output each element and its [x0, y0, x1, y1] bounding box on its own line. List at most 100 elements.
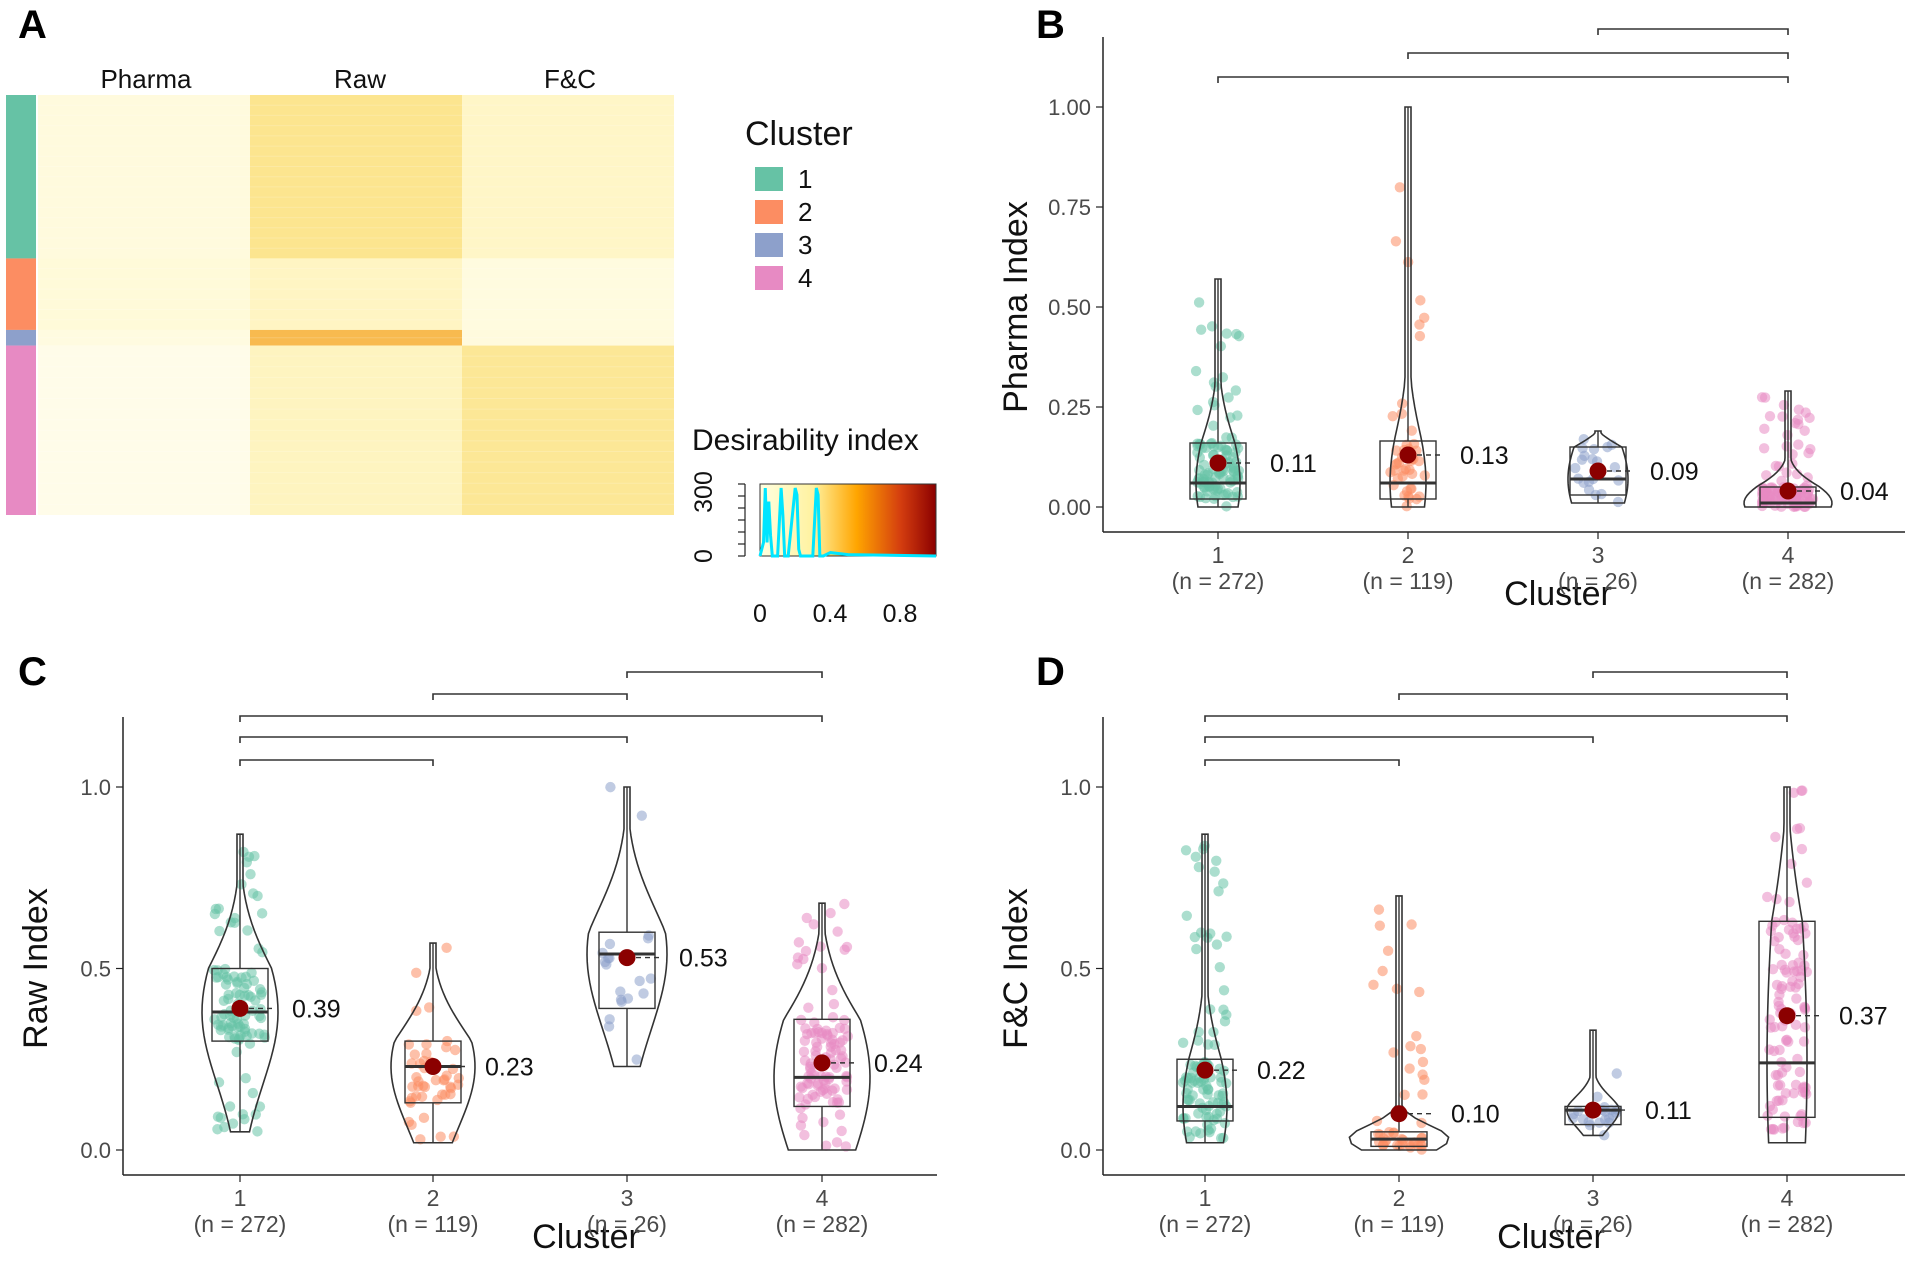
mean-label-c3: 0.53: [679, 945, 728, 973]
data-point-c4: [1784, 896, 1795, 908]
data-point-c3: [1596, 488, 1607, 500]
data-point-c4: [1793, 439, 1804, 450]
data-point-c2: [411, 1005, 422, 1017]
data-point-c4: [1801, 877, 1813, 888]
data-point-c2: [1417, 1089, 1428, 1100]
data-point-c1: [1177, 1037, 1189, 1048]
mean-point-c2: [424, 1058, 442, 1076]
data-point-c3: [631, 1054, 642, 1065]
mean-label-c3: 0.09: [1650, 458, 1699, 486]
y-tick-label: 0.25: [1048, 395, 1091, 420]
data-point-c1: [1230, 385, 1242, 396]
box-c1: [1189, 442, 1247, 500]
significance-bracket-1-3: [1204, 736, 1594, 743]
data-point-c2: [1374, 920, 1386, 931]
data-point-c1: [1195, 1128, 1206, 1139]
heatmap: [38, 95, 674, 515]
data-point-c1: [1216, 1076, 1227, 1088]
data-point-c4: [798, 953, 809, 965]
data-point-c2: [416, 1091, 428, 1102]
mean-point-c4: [813, 1054, 831, 1072]
y-tick-label: 0.0: [80, 1138, 111, 1163]
n-label-4: (n = 282): [1742, 568, 1835, 594]
significance-bracket-1-2: [239, 759, 434, 766]
data-point-c2: [1415, 295, 1426, 306]
x-axis-title: Cluster: [1504, 575, 1612, 613]
color-key-density-line: [758, 487, 937, 558]
data-point-c1: [1195, 324, 1207, 335]
data-point-c3: [1592, 1091, 1603, 1102]
data-point-c1: [1217, 372, 1229, 383]
data-point-c4: [1788, 1088, 1799, 1099]
data-point-c4: [1793, 418, 1804, 430]
data-point-c3: [605, 781, 616, 793]
data-point-c1: [1208, 377, 1220, 388]
heatmap-col-label-raw: Raw: [334, 64, 386, 94]
heatmap-cell-c2-3: [462, 258, 674, 330]
data-point-c4: [1799, 425, 1810, 436]
data-point-c1: [248, 975, 260, 986]
data-point-c2: [1419, 312, 1430, 323]
data-point-c1: [250, 995, 261, 1006]
data-point-c1: [1233, 330, 1245, 342]
panel-b: 0.00 0.25 0.50 0.75 1.00 Pharma Index Cluster 1…: [997, 28, 1905, 613]
data-point-c2: [1398, 465, 1410, 476]
data-point-c4: [798, 1046, 810, 1057]
data-point-c4: [1803, 447, 1814, 459]
data-point-c2: [439, 1074, 450, 1085]
data-point-c4: [818, 1116, 829, 1128]
data-point-c4: [1759, 423, 1770, 435]
cluster-legend-title: Cluster: [745, 115, 853, 153]
data-point-c2: [1390, 459, 1402, 470]
data-point-c1: [1221, 444, 1233, 456]
x-tick-label-4: 4: [1781, 1185, 1794, 1211]
box-c2: [1379, 440, 1437, 500]
data-point-c4: [1768, 1045, 1780, 1057]
x-tick-label-1: 1: [1199, 1185, 1212, 1211]
color-key-x-tick-0: 0: [753, 600, 767, 628]
color-key-y-ticks: [738, 483, 745, 557]
cluster-bar-segment-1: [6, 95, 36, 259]
data-point-c1: [209, 908, 221, 920]
data-point-c1: [1190, 365, 1202, 377]
mean-label-c2: 0.23: [485, 1054, 534, 1082]
x-tick-label-4: 4: [1782, 542, 1795, 568]
data-point-c4: [800, 945, 812, 957]
heatmap-cell-c4-2: [250, 345, 462, 515]
data-point-c3: [1583, 484, 1595, 496]
mean-point-c4: [1779, 482, 1797, 500]
data-point-c1: [1184, 1131, 1195, 1143]
data-point-c2: [1391, 983, 1403, 995]
data-point-c4: [1780, 1035, 1792, 1046]
heatmap-cell-c3-2: [250, 329, 462, 346]
data-point-c1: [240, 1073, 252, 1084]
mean-label-c3: 0.11: [1645, 1097, 1692, 1125]
data-point-c4: [1781, 441, 1792, 452]
data-point-c2: [1417, 1069, 1428, 1080]
x-axis-title: Cluster: [1497, 1218, 1605, 1256]
data-point-c2: [1415, 1043, 1427, 1055]
data-point-c1: [227, 1118, 239, 1129]
data-point-c3: [1612, 496, 1624, 508]
panel-c-letter: C: [18, 650, 47, 694]
data-point-c2: [418, 1112, 430, 1124]
cluster-legend-label-3: 3: [798, 230, 812, 260]
mean-point-c2: [1399, 446, 1417, 464]
significance-bracket-1-3: [239, 736, 628, 743]
data-point-c1: [242, 925, 253, 936]
data-point-c4: [1772, 1069, 1784, 1081]
x-tick-label-3: 3: [1592, 542, 1605, 568]
heatmap-col-label-fc: F&C: [544, 64, 596, 94]
data-point-c2: [1404, 1063, 1415, 1074]
color-key-x-tick-2: 0.8: [883, 600, 918, 628]
mean-point-c2: [1390, 1105, 1408, 1123]
data-point-c4: [1778, 914, 1790, 926]
mean-point-c1: [231, 999, 249, 1017]
x-tick-label-2: 2: [1402, 542, 1415, 568]
data-point-c2: [440, 1041, 452, 1053]
data-point-c4: [1796, 843, 1808, 855]
data-point-c2: [1394, 182, 1406, 193]
data-point-c1: [215, 1021, 227, 1032]
significance-bracket-1-2: [1204, 759, 1400, 766]
